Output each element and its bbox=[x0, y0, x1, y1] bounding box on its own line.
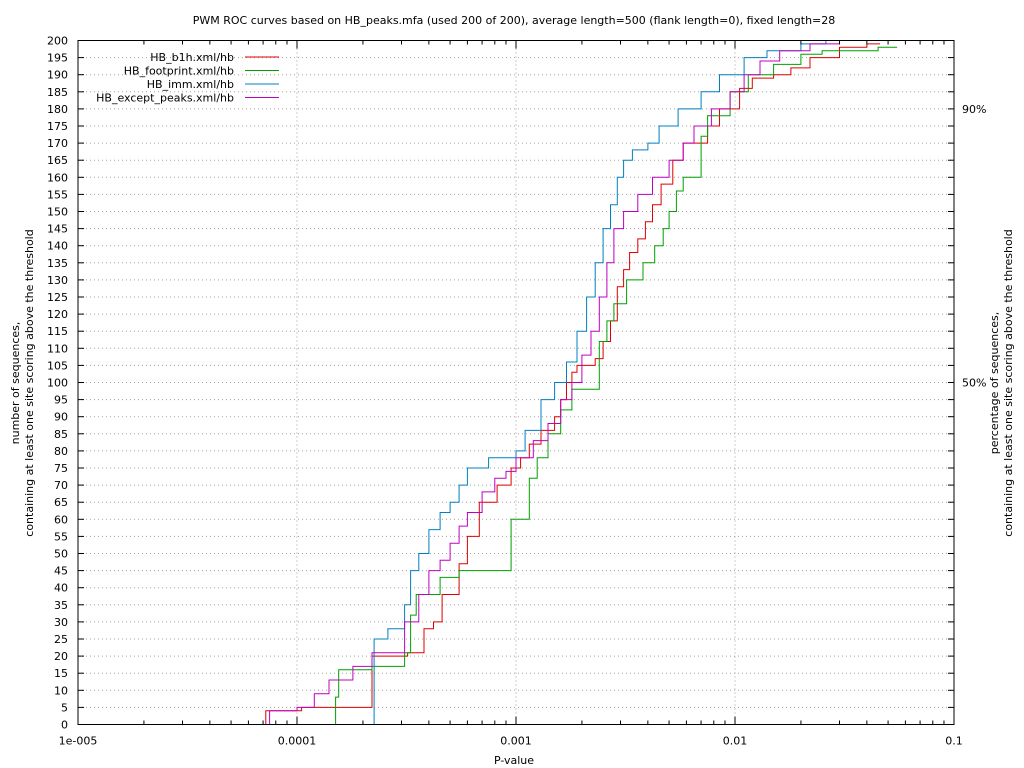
y-tick-label: 115 bbox=[47, 325, 68, 338]
y-tick-label: 0 bbox=[61, 719, 68, 732]
y-tick-label: 20 bbox=[54, 650, 68, 663]
y2-tick-label: 90% bbox=[962, 103, 986, 116]
y-tick-label: 165 bbox=[47, 154, 68, 167]
y-tick-label: 105 bbox=[47, 359, 68, 372]
legend-label: HB_footprint.xml/hb bbox=[124, 65, 234, 78]
y-tick-label: 50 bbox=[54, 548, 68, 561]
y-tick-label: 130 bbox=[47, 274, 68, 287]
y-axis-label-line1: number of sequences, bbox=[9, 322, 22, 445]
legend-label: HB_b1h.xml/hb bbox=[150, 51, 234, 64]
x-axis-label: P-value bbox=[494, 754, 534, 767]
series-line-3 bbox=[373, 40, 827, 725]
grid bbox=[78, 40, 954, 725]
x-tick-label: 1e-005 bbox=[59, 735, 98, 748]
series-line-1 bbox=[265, 43, 881, 725]
y-tick-label: 150 bbox=[47, 206, 68, 219]
y-tick-label: 170 bbox=[47, 137, 68, 150]
y-tick-label: 180 bbox=[47, 103, 68, 116]
y-tick-label: 25 bbox=[54, 633, 68, 646]
y2-axis-label-line2: containing at least one site scoring abo… bbox=[1002, 229, 1015, 536]
y-tick-label: 35 bbox=[54, 599, 68, 612]
series-lines bbox=[265, 40, 898, 725]
y-tick-label: 100 bbox=[47, 377, 68, 390]
y-tick-label: 10 bbox=[54, 684, 68, 697]
y-tick-label: 155 bbox=[47, 188, 68, 201]
series-line-4 bbox=[269, 40, 840, 725]
y-tick-label: 145 bbox=[47, 223, 68, 236]
y-tick-label: 110 bbox=[47, 342, 68, 355]
y-tick-label: 75 bbox=[54, 462, 68, 475]
y-tick-label: 55 bbox=[54, 530, 68, 543]
chart-title: PWM ROC curves based on HB_peaks.mfa (us… bbox=[193, 14, 836, 27]
y-tick-label: 125 bbox=[47, 291, 68, 304]
y2-axis-label-line1: percentage of sequences, bbox=[988, 312, 1001, 454]
y-axis-label-line2: containing at least one site scoring abo… bbox=[23, 229, 36, 536]
y-tick-label: 120 bbox=[47, 308, 68, 321]
x-tick-label: 0.1 bbox=[945, 735, 963, 748]
y-tick-label: 80 bbox=[54, 445, 68, 458]
y-tick-label: 95 bbox=[54, 394, 68, 407]
y-tick-label: 195 bbox=[47, 52, 68, 65]
y-tick-label: 65 bbox=[54, 496, 68, 509]
series-line-2 bbox=[335, 46, 898, 725]
y-tick-label: 45 bbox=[54, 565, 68, 578]
axis-ticks: 0 5 10 15 20 25 30 35 40 45 50 55 60 65 70 75 80 85 90 95 10… bbox=[47, 35, 986, 748]
x-tick-label: 0.01 bbox=[723, 735, 748, 748]
y-tick-label: 200 bbox=[47, 35, 68, 48]
y-tick-label: 70 bbox=[54, 479, 68, 492]
y-tick-label: 185 bbox=[47, 86, 68, 99]
y-tick-label: 5 bbox=[61, 701, 68, 714]
legend-label: HB_except_peaks.xml/hb bbox=[96, 92, 234, 105]
x-tick-label: 0.001 bbox=[500, 735, 532, 748]
y-tick-label: 140 bbox=[47, 240, 68, 253]
x-tick-label: 0.0001 bbox=[278, 735, 317, 748]
y-tick-label: 60 bbox=[54, 513, 68, 526]
y-tick-label: 40 bbox=[54, 582, 68, 595]
legend-label: HB_imm.xml/hb bbox=[147, 78, 234, 91]
y-tick-label: 135 bbox=[47, 257, 68, 270]
legend: HB_b1h.xml/hbHB_footprint.xml/hbHB_imm.x… bbox=[96, 51, 279, 105]
y-tick-label: 160 bbox=[47, 171, 68, 184]
y-tick-label: 190 bbox=[47, 69, 68, 82]
y-tick-label: 175 bbox=[47, 120, 68, 133]
y-tick-label: 85 bbox=[54, 428, 68, 441]
y2-tick-label: 50% bbox=[962, 377, 986, 390]
y-tick-label: 90 bbox=[54, 411, 68, 424]
y-tick-label: 15 bbox=[54, 667, 68, 680]
y-tick-label: 30 bbox=[54, 616, 68, 629]
